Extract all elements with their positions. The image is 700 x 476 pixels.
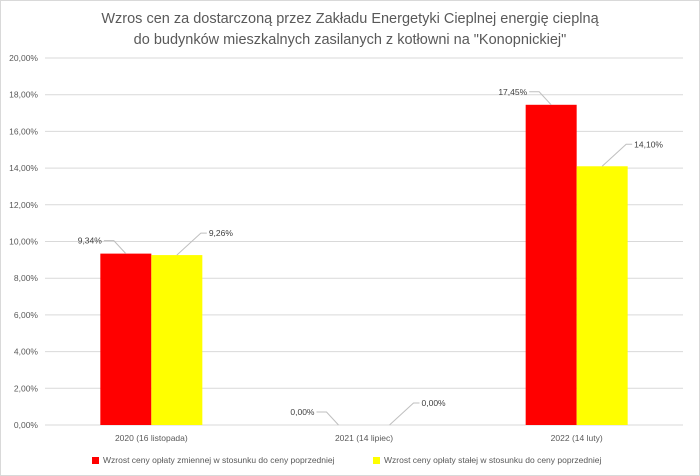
leader-line	[601, 143, 633, 167]
data-label: 17,45%	[498, 87, 527, 97]
y-tick-label: 6,00%	[14, 310, 39, 320]
bar-fixed-2	[576, 166, 628, 425]
data-label: 14,10%	[634, 139, 663, 149]
legend-swatch-red	[92, 456, 99, 464]
legend-item-fixed: Wzrost ceny opłaty stałej w stosunku do …	[373, 455, 601, 465]
leader-line	[529, 91, 552, 106]
y-tick-label: 20,00%	[9, 53, 38, 63]
bar-fixed-0	[151, 255, 203, 425]
leader-lines	[103, 91, 633, 426]
chart-title-line-1: Wzros cen za dostarczoną przez Zakładu E…	[101, 11, 599, 27]
x-tick-label: 2022 (14 luty)	[551, 433, 603, 443]
y-tick-label: 12,00%	[9, 200, 38, 210]
y-tick-label: 16,00%	[9, 126, 38, 136]
y-axis-tick-labels: 0,00% 2,00% 4,00% 6,00% 8,00% 10,00% 12,00% 14,…	[9, 53, 38, 430]
y-tick-label: 14,00%	[9, 163, 38, 173]
legend: Wzrost ceny opłaty zmiennej w stosunku d…	[0, 453, 700, 469]
bars	[100, 104, 628, 425]
leader-line	[176, 232, 207, 256]
data-label: 9,26%	[209, 228, 234, 238]
y-tick-label: 2,00%	[14, 383, 39, 393]
legend-swatch-yellow	[373, 456, 380, 464]
y-tick-label: 4,00%	[14, 347, 39, 357]
leader-line	[316, 411, 339, 426]
x-axis-tick-labels: 2020 (16 listopada) 2021 (14 lipiec) 2022 …	[115, 433, 603, 443]
chart-title-line-2: do budynków mieszkalnych zasilanych z ko…	[133, 32, 567, 48]
bar-variable-2	[525, 104, 577, 425]
legend-label-variable: Wzrost ceny opłaty zmiennej w stosunku d…	[103, 455, 335, 465]
y-tick-label: 10,00%	[9, 237, 38, 247]
leader-line	[103, 240, 127, 254]
y-tick-label: 18,00%	[9, 90, 38, 100]
chart-title: Wzros cen za dostarczoną przez Zakładu E…	[0, 9, 700, 51]
data-labels: 9,34% 9,26% 0,00% 0,00% 17,45% 14,10%	[78, 87, 664, 417]
leader-line	[389, 402, 420, 426]
data-label: 0,00%	[290, 407, 315, 417]
x-tick-label: 2021 (14 lipiec)	[335, 433, 393, 443]
x-tick-label: 2020 (16 listopada)	[115, 433, 188, 443]
bar-variable-0	[100, 253, 152, 425]
y-tick-label: 8,00%	[14, 273, 39, 283]
data-label: 9,34%	[78, 236, 103, 246]
y-tick-label: 0,00%	[14, 420, 39, 430]
legend-label-fixed: Wzrost ceny opłaty stałej w stosunku do …	[384, 455, 602, 465]
legend-item-variable: Wzrost ceny opłaty zmiennej w stosunku d…	[92, 455, 335, 465]
data-label: 0,00%	[422, 398, 447, 408]
